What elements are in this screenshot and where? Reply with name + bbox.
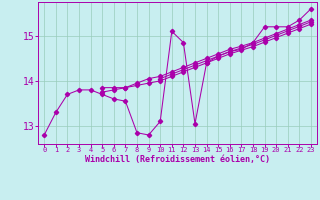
X-axis label: Windchill (Refroidissement éolien,°C): Windchill (Refroidissement éolien,°C) [85,155,270,164]
